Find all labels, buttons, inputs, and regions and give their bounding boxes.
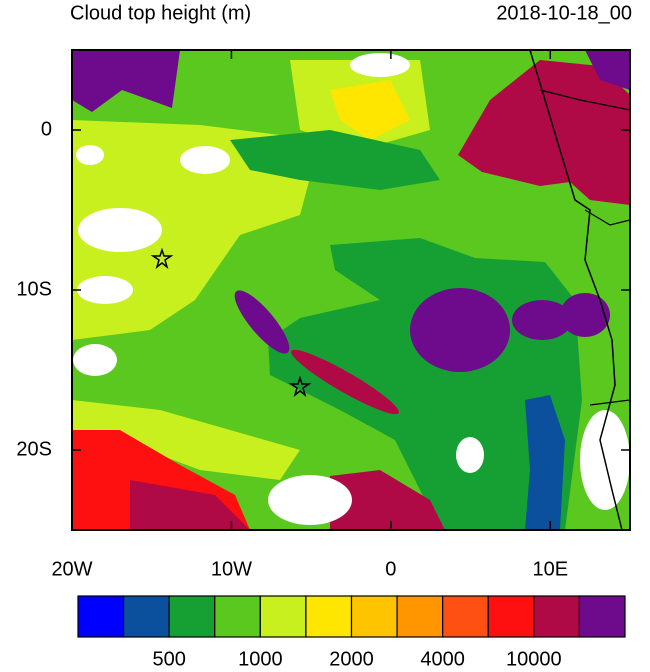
color-box [168,595,216,638]
color-box [122,595,170,638]
color-box [77,595,125,638]
color-box [350,595,398,638]
color-box [305,595,353,638]
lon-label: 10W [211,558,252,580]
colorbar-label: 500 [152,648,185,667]
color-box [533,595,581,638]
colorbar-label: 4000 [420,648,465,667]
colorbar-label: 10000 [506,648,562,667]
color-box [214,595,261,638]
lon-label: 0 [385,558,396,580]
date: 2018-10-18_00 [496,2,632,24]
lat-label: 0 [41,118,52,140]
lon-label: 10E [532,558,568,580]
lon-label: 20W [51,558,92,580]
color-box [396,595,444,638]
colorbar-label: 1000 [238,648,283,667]
title: Cloud top height (m) [70,2,251,24]
colorbar-label: 2000 [329,648,374,667]
lat-label: 20S [16,438,52,460]
lat-label: 10S [16,278,52,300]
color-box [578,595,626,638]
color-box [259,595,307,638]
color-box [487,595,535,638]
map-field [72,50,630,530]
color-box [442,595,489,638]
